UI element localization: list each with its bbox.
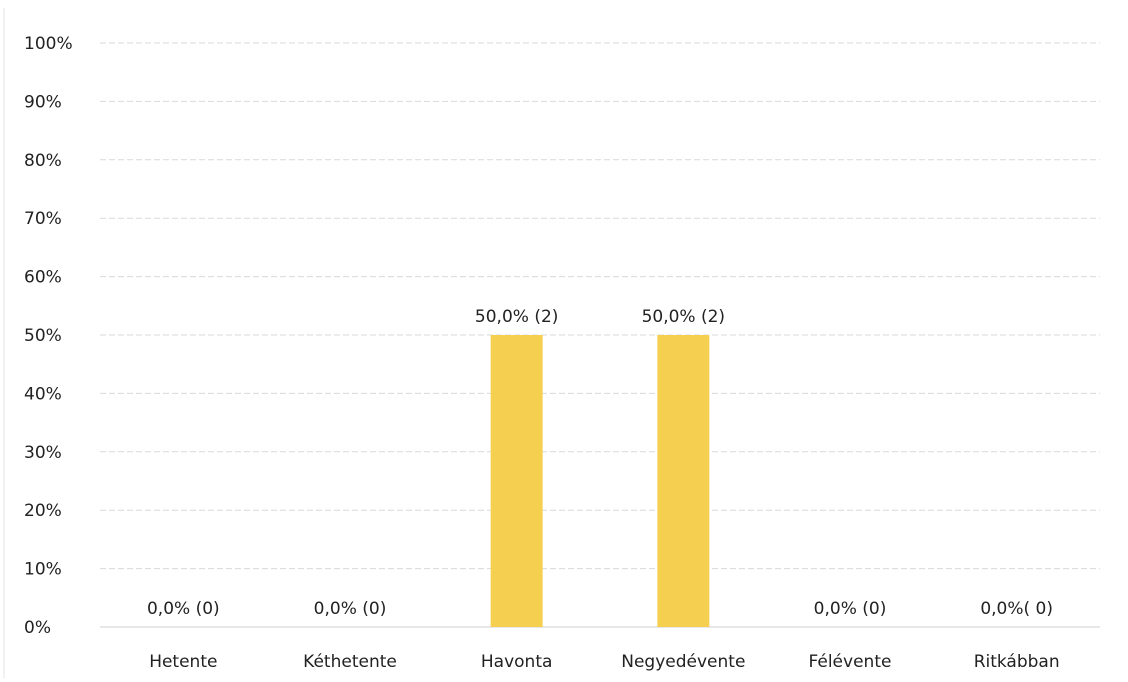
category-label: Hetente bbox=[149, 652, 217, 672]
y-tick-label: 40% bbox=[24, 384, 62, 404]
category-label: Havonta bbox=[481, 652, 553, 672]
gridlines bbox=[100, 42, 1100, 628]
x-axis-category-labels: Hetente Kéthetente Havonta Negyedévente Félé… bbox=[149, 652, 1059, 672]
y-axis-tick-labels: 0% 10% 20% 30% 40% 50% 60% 70% 80% 90% 100% bbox=[24, 34, 73, 638]
bar-negyedévente bbox=[657, 335, 710, 627]
y-tick-label: 0% bbox=[24, 618, 51, 638]
y-tick-label: 80% bbox=[24, 151, 62, 171]
data-labels: 0,0% (0) 0,0% (0) 50,0% (2) 50,0% (2) 0,0% (… bbox=[147, 307, 1053, 619]
data-label: 0,0%( 0) bbox=[980, 599, 1053, 619]
y-tick-label: 90% bbox=[24, 92, 62, 112]
y-tick-label: 10% bbox=[24, 560, 62, 580]
data-label: 50,0% (2) bbox=[475, 307, 559, 327]
category-label: Negyedévente bbox=[621, 652, 745, 672]
y-tick-label: 70% bbox=[24, 209, 62, 229]
data-label: 0,0% (0) bbox=[814, 599, 887, 619]
y-tick-label: 60% bbox=[24, 268, 62, 288]
bar-havonta bbox=[490, 335, 543, 627]
data-label: 0,0% (0) bbox=[147, 599, 220, 619]
y-tick-label: 100% bbox=[24, 34, 73, 54]
category-label: Félévente bbox=[809, 652, 892, 672]
y-tick-label: 50% bbox=[24, 326, 62, 346]
category-label: Kéthetente bbox=[303, 652, 397, 672]
bars bbox=[490, 335, 710, 627]
y-tick-label: 30% bbox=[24, 443, 62, 463]
category-label: Ritkábban bbox=[974, 652, 1060, 672]
data-label: 0,0% (0) bbox=[314, 599, 387, 619]
data-label: 50,0% (2) bbox=[642, 307, 726, 327]
y-tick-label: 20% bbox=[24, 501, 62, 521]
